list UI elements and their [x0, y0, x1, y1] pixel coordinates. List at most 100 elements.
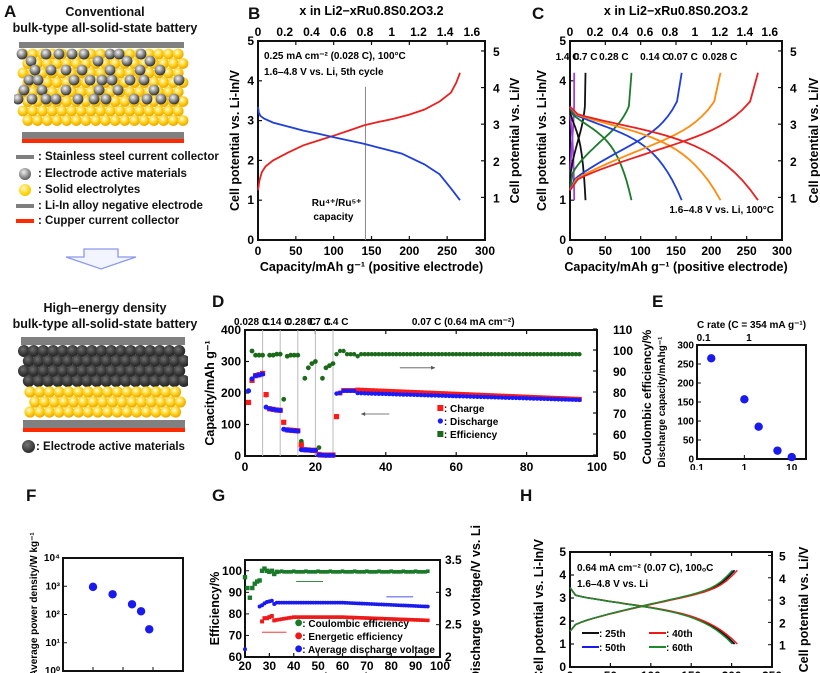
y-tick-label: 2	[247, 153, 254, 167]
coulombic-point	[333, 570, 337, 574]
discharge-curve-0.07C	[569, 106, 722, 201]
y-right-tick-label: 2	[779, 616, 786, 630]
solid-electrolyte-particle	[80, 115, 92, 126]
electrode-active-particle	[60, 64, 72, 76]
electrode-active-particle	[18, 365, 30, 377]
y-right-tick-label: 1	[790, 191, 797, 205]
solid-electrolyte-particle	[140, 386, 152, 398]
coulombic-point	[291, 569, 296, 574]
charge-point	[281, 419, 287, 425]
coulombic-point	[406, 570, 411, 574]
charge-curve-0.7C	[569, 72, 587, 191]
efficiency-point	[570, 351, 575, 357]
voltage-annotation: 1.6–4.8 V vs. Li	[577, 579, 648, 590]
discharge-point	[246, 388, 252, 394]
legend-marker	[295, 619, 303, 627]
top-tick-label: 1.4	[736, 25, 753, 39]
solid-electrolyte-particle	[53, 386, 65, 398]
coulombic-point	[372, 570, 376, 574]
y-right-tick-label: 100	[613, 344, 633, 358]
solid-electrolyte-particle	[17, 67, 29, 79]
solid-electrolyte-particle	[109, 115, 121, 126]
discharge-point	[446, 393, 452, 399]
electrode-active-particle	[76, 365, 89, 377]
legend-marker	[295, 632, 303, 640]
coulombic-point	[284, 570, 289, 574]
efficiency-point	[305, 365, 311, 371]
efficiency-point	[563, 351, 568, 357]
coulombic-point	[335, 570, 340, 574]
y-tick-label: 2	[559, 614, 566, 628]
top-tick-label: 0	[567, 25, 574, 39]
solid-electrolyte-particle	[56, 105, 68, 117]
coulombic-point	[418, 570, 423, 574]
electrode-active-particle	[16, 48, 28, 60]
solid-electrolyte-particle	[17, 105, 29, 117]
rate-label: 0.028 C	[234, 317, 269, 328]
energetic-point	[365, 616, 369, 620]
coulombic-point	[247, 595, 253, 600]
y-right-axis-label: Coulombic efficiency/%	[640, 329, 654, 464]
legend-marker-discharge	[437, 418, 443, 424]
electrode-active-particle	[144, 345, 157, 357]
x-tick-label: 60	[450, 460, 464, 474]
data-point	[88, 582, 98, 592]
electrode-active-particle	[134, 345, 147, 357]
discharge-point	[249, 376, 255, 382]
solid-electrolyte-particle	[92, 406, 104, 418]
y-right-tick-label: 3	[445, 585, 452, 599]
rate-label: 0.7 C	[574, 52, 598, 63]
y-tick-label: 250	[677, 360, 694, 371]
discharge-curve-0.28C	[569, 106, 633, 201]
coulombic-point	[254, 579, 260, 584]
y-axis-label: Discharge capacity/mAhg⁻¹	[657, 336, 668, 468]
chart-g-efficiency: 20 30 40 50 60 70 80 90 1006070809010022.533.5Ef…	[208, 525, 483, 673]
energetic-point	[272, 618, 277, 623]
top-tick-label: 1.6	[761, 25, 778, 39]
energetic-point	[323, 615, 328, 619]
top-tick-label: 0.4	[303, 25, 320, 39]
solid-electrolyte-particle	[148, 77, 160, 88]
solid-electrolyte-particle	[51, 115, 63, 126]
energetic-point	[274, 618, 279, 622]
efficiency-point	[513, 351, 519, 357]
energetic-point	[382, 616, 386, 621]
electrode-active-particle	[100, 93, 112, 105]
efficiency-point	[369, 351, 374, 357]
efficiency-point	[366, 351, 371, 357]
discharge-point	[485, 394, 491, 400]
legend-li-in: : Li-In alloy negative electrode	[16, 200, 203, 212]
discharge-point	[380, 391, 385, 397]
solid-electrolyte-particle	[53, 406, 65, 418]
avg-voltage-point	[243, 647, 247, 652]
discharge-curve-0.7C	[569, 106, 587, 201]
x-tick-label: 300	[772, 244, 792, 258]
electrode-active-particle	[110, 375, 123, 387]
efficiency-point	[450, 351, 455, 357]
y-right-axis-label: Cell potential vs. Li/V	[508, 77, 522, 203]
top-tick-label: 0.8	[357, 25, 374, 39]
energetic-point	[360, 616, 364, 620]
y-right-tick-label: 5	[493, 45, 500, 59]
electrode-active-particle	[105, 345, 118, 357]
solid-electrolyte-particle	[106, 396, 118, 408]
energetic-point	[311, 615, 316, 619]
discharge-point	[517, 395, 522, 401]
efficiency-point	[415, 351, 420, 357]
electrode-active-particle	[50, 93, 62, 105]
efficiency-point	[443, 351, 448, 357]
electrode-active-particle	[124, 345, 137, 357]
electrode-active-particle	[153, 365, 166, 377]
energetic-point	[333, 615, 337, 619]
solid-electrolyte-particle	[172, 105, 184, 117]
x-tick-label: 90	[409, 659, 423, 673]
electrode-active-particle	[66, 48, 78, 60]
electrode-active-particle	[56, 345, 69, 357]
panel-label-f: F	[26, 486, 37, 505]
energetic-point	[328, 615, 333, 619]
discharge-curve-3	[569, 587, 733, 645]
electrode-active-particle	[60, 84, 72, 96]
solid-electrolyte-particle	[134, 105, 145, 117]
solid-electrolyte-particle	[167, 58, 179, 69]
discharge-point	[538, 396, 543, 401]
